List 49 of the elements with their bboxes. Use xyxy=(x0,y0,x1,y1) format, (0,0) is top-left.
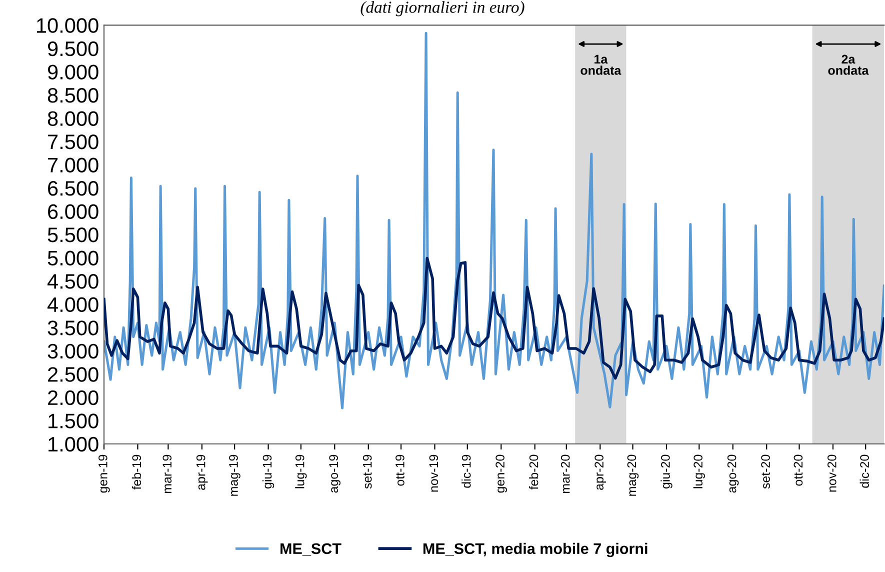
chart-subtitle: (dati giornalieri in euro) xyxy=(360,1,524,16)
x-tick-label: giu-20 xyxy=(660,454,672,489)
x-tick-label: set-20 xyxy=(761,454,770,489)
x-tick-label: gen-20 xyxy=(496,454,507,493)
x-tick-label: mag-19 xyxy=(229,454,240,496)
line-series xyxy=(104,256,884,380)
y-tick-label: 8.000 xyxy=(48,111,98,126)
y-tick-label: 4.000 xyxy=(47,297,98,312)
x-tick-label: nov-20 xyxy=(827,454,836,492)
x-tick-label: apr-19 xyxy=(196,454,208,490)
y-tick-label: 4.500 xyxy=(47,274,98,289)
band-label: 1a ondata xyxy=(580,54,622,75)
y-tick-label: 9.000 xyxy=(48,64,98,80)
x-tick-label: ott-20 xyxy=(794,454,803,486)
x-tick-label: feb-20 xyxy=(529,454,538,490)
x-tick-label: mar-19 xyxy=(162,454,172,494)
x-tick-label: ago-20 xyxy=(727,454,739,493)
y-tick-label: 9.500 xyxy=(48,41,98,56)
y-tick-label: 8.500 xyxy=(48,88,98,103)
x-tick-label: lug-19 xyxy=(295,454,307,488)
x-tick-label: nov-19 xyxy=(429,454,438,492)
x-tick-label: ago-19 xyxy=(329,454,340,493)
band-label: 2a ondata xyxy=(828,54,869,75)
y-tick-label: 7.000 xyxy=(48,158,98,172)
x-tick-label: lug-20 xyxy=(693,454,705,488)
y-tick-label: 5.000 xyxy=(48,250,98,266)
y-tick-label: 6.000 xyxy=(48,204,98,220)
legend-label: ME_SCT, media mobile 7 giorni xyxy=(423,542,648,558)
y-tick-label: 10.000 xyxy=(37,18,98,33)
y-tick-label: 7.500 xyxy=(48,134,98,150)
x-tick-label: giu-19 xyxy=(262,454,274,489)
x-tick-label: apr-20 xyxy=(594,454,606,490)
y-tick-label: 5.500 xyxy=(48,228,98,242)
legend-label: ME_SCT xyxy=(280,543,342,556)
x-tick-label: gen-19 xyxy=(98,454,110,493)
y-tick-label: 2.000 xyxy=(48,390,98,406)
x-tick-label: feb-19 xyxy=(132,454,142,490)
y-tick-label: 3.500 xyxy=(48,320,98,336)
y-tick-label: 1.500 xyxy=(48,414,98,428)
y-tick-label: 1.000 xyxy=(48,436,98,452)
y-tick-label: 6.500 xyxy=(48,181,98,196)
y-tick-label: 3.000 xyxy=(48,344,98,359)
x-tick-label: dic-20 xyxy=(860,454,869,488)
x-tick-label: dic-19 xyxy=(462,454,471,488)
y-tick-label: 2.500 xyxy=(48,367,98,382)
x-tick-label: set-19 xyxy=(362,454,372,489)
x-tick-label: mar-20 xyxy=(560,454,570,494)
x-tick-label: mag-20 xyxy=(627,454,639,496)
x-tick-label: ott-19 xyxy=(396,454,404,486)
